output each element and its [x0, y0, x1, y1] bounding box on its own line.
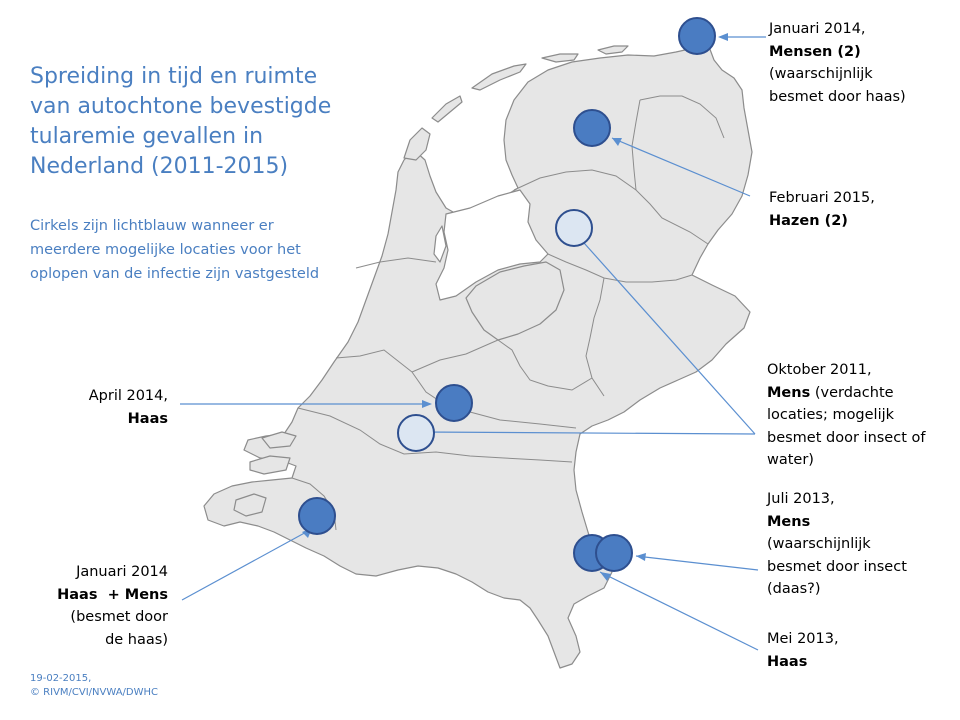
- annotation-subject: Hazen (2): [769, 212, 848, 229]
- footer-date: 19-02-2015,: [30, 673, 92, 684]
- annotation-date: Februari 2015,: [769, 190, 875, 206]
- annotation-detail: (daas?): [767, 581, 821, 597]
- annotation-detail: besmet door insect of: [767, 429, 926, 446]
- island-goeree: [261, 431, 297, 449]
- annotation-apr2014: April 2014, Haas: [40, 385, 168, 430]
- annotation-date: Januari 2014: [76, 564, 168, 580]
- annotation-detail: (waarschijnlijk: [767, 536, 871, 552]
- annotation-date: April 2014,: [88, 388, 168, 404]
- footer-credit: © RIVM/CVI/NVWA/DWHC: [30, 687, 159, 698]
- island-vlieland: [431, 95, 463, 123]
- annotation-detail: water): [767, 452, 814, 468]
- annotation-detail: (besmet door: [70, 609, 168, 625]
- island-schiermonnikoog: [597, 45, 629, 55]
- island-texel: [403, 127, 431, 161]
- annotation-detail: besmet door haas): [769, 88, 906, 105]
- annotation-subject: Haas + Mens: [57, 586, 168, 603]
- leader-mei2013: [599, 571, 759, 651]
- annotation-detail: besmet door insect: [767, 558, 907, 575]
- annotation-subject: Mens: [767, 513, 811, 530]
- north-sea-inlet: [433, 225, 447, 263]
- annotation-detail: (waarschijnlijk: [769, 66, 873, 82]
- case-marker-okt2011-b: [397, 414, 435, 452]
- case-marker-jan2014-north: [678, 17, 716, 55]
- annotation-detail: de haas): [105, 631, 168, 648]
- annotation-subject: Mensen (2): [769, 43, 861, 60]
- annotation-date: Januari 2014,: [769, 21, 866, 37]
- leader-jan2014-south: [181, 529, 311, 601]
- case-marker-feb2015: [573, 109, 611, 147]
- annotation-okt2011: Oktober 2011, Mens (verdachte locaties; …: [767, 359, 953, 472]
- annotation-jul2013: Juli 2013, Mens (waarschijnlijk besmet d…: [767, 488, 953, 601]
- island-ameland: [541, 53, 579, 63]
- case-markers: [298, 17, 716, 572]
- leader-lines: [180, 36, 766, 651]
- island-terschelling: [471, 63, 527, 91]
- annotation-feb2015: Februari 2015, Hazen (2): [769, 187, 949, 232]
- case-marker-jul2013: [595, 534, 633, 572]
- leader-feb2015: [611, 137, 751, 197]
- annotation-date: Juli 2013,: [767, 491, 835, 507]
- leader-okt2011-a: [575, 233, 756, 435]
- water-bodies: [433, 189, 565, 341]
- annotation-subject: Haas: [767, 653, 808, 670]
- case-marker-apr2014: [435, 384, 473, 422]
- annotation-jan2014-north: Januari 2014, Mensen (2) (waarschijnlijk…: [769, 18, 949, 108]
- annotation-subject: Mens: [767, 384, 811, 401]
- annotation-subject: Haas: [127, 410, 168, 427]
- map-title: Spreiding in tijd en ruimte van autochto…: [30, 64, 332, 179]
- leader-okt2011-b: [419, 431, 756, 435]
- annotation-detail: locaties; mogelijk: [767, 407, 895, 423]
- markermeer-island-flevoland: [465, 261, 565, 341]
- island-walcheren: [233, 493, 267, 517]
- annotation-date: Mei 2013,: [767, 631, 839, 647]
- map-subtitle: Cirkels zijn lichtblauw wanneer er meerd…: [30, 218, 320, 282]
- island-zeeland-north: [249, 455, 291, 475]
- footer: 19-02-2015, © RIVM/CVI/NVWA/DWHC: [30, 672, 158, 700]
- annotation-mei2013: Mei 2013, Haas: [767, 628, 947, 673]
- case-marker-jan2014-south: [298, 497, 336, 535]
- annotation-detail: (verdachte: [810, 384, 894, 401]
- case-marker-okt2011-a: [555, 209, 593, 247]
- ijsselmeer: [435, 189, 549, 301]
- leader-jul2013: [635, 555, 759, 571]
- land-mass: [203, 43, 753, 669]
- annotation-date: Oktober 2011,: [767, 362, 872, 378]
- annotation-jan2014-south: Januari 2014 Haas + Mens (besmet door de…: [20, 561, 168, 651]
